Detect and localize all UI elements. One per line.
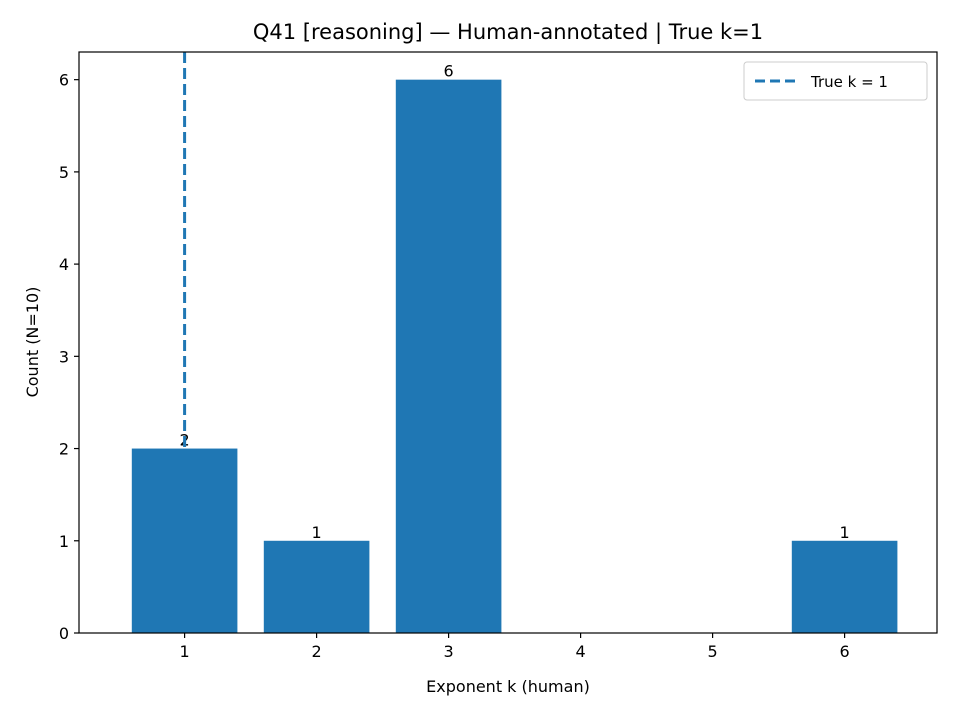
legend: True k = 1 [743,61,928,101]
x-tick-label-2: 2 [312,642,322,661]
x-tick-label-5: 5 [708,642,718,661]
x-axis-label: Exponent k (human) [426,677,590,696]
y-tick-label-5: 5 [59,163,69,182]
bar-k-1 [131,448,238,633]
bar-k-2 [263,540,370,633]
y-ticks-group: 0 1 2 3 4 5 6 [59,71,79,643]
bars-group [131,79,898,633]
x-tick-label-1: 1 [180,642,190,661]
plot-frame [78,51,938,634]
x-ticks-group: 1 2 3 4 5 6 [180,633,850,661]
bar-label-k-6: 1 [840,523,850,542]
chart-title: Q41 [reasoning] — Human-annotated | True… [253,20,763,45]
bar-label-k-3: 6 [444,62,454,81]
x-tick-label-3: 3 [444,642,454,661]
y-tick-label-6: 6 [59,71,69,90]
bar-label-k-2: 1 [312,523,322,542]
y-axis-label: Count (N=10) [23,287,42,398]
x-tick-label-6: 6 [840,642,850,661]
bar-k-3 [395,79,502,633]
y-tick-label-4: 4 [59,255,69,274]
y-tick-label-0: 0 [59,624,69,643]
y-tick-label-3: 3 [59,347,69,366]
legend-box [743,61,928,101]
bar-k-6 [791,540,898,633]
bar-labels-group: 2161 [180,62,850,542]
y-tick-label-2: 2 [59,440,69,459]
legend-entry-true-k: True k = 1 [810,73,888,91]
x-tick-label-4: 4 [576,642,586,661]
y-tick-label-1: 1 [59,532,69,551]
